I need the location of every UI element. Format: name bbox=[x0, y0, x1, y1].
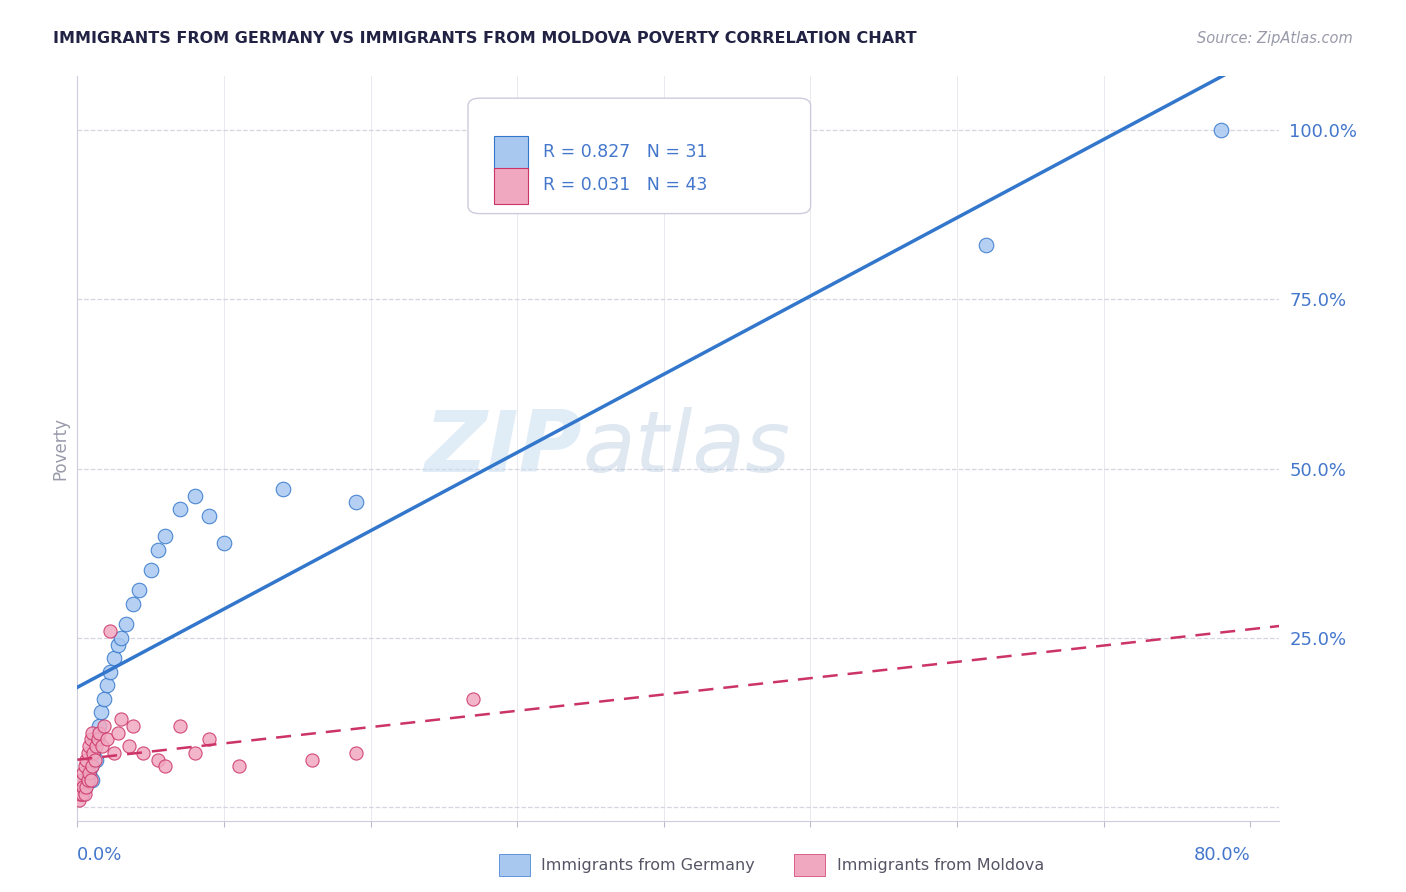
Point bbox=[183, 489, 205, 503]
Point bbox=[79, 759, 101, 773]
Point bbox=[271, 482, 294, 496]
Point bbox=[114, 617, 136, 632]
Point bbox=[76, 746, 98, 760]
Point bbox=[974, 238, 997, 252]
Point bbox=[67, 793, 90, 807]
Point bbox=[212, 536, 235, 550]
Point bbox=[228, 759, 250, 773]
Text: 0.0%: 0.0% bbox=[77, 846, 122, 863]
Point bbox=[70, 787, 93, 801]
Point bbox=[169, 502, 191, 516]
Point bbox=[93, 719, 115, 733]
Text: atlas: atlas bbox=[582, 407, 790, 490]
Point bbox=[86, 753, 108, 767]
Point bbox=[86, 739, 108, 753]
Point bbox=[117, 739, 139, 753]
Point bbox=[1209, 123, 1232, 137]
Point bbox=[70, 787, 93, 801]
Point bbox=[98, 665, 121, 679]
Point bbox=[69, 780, 91, 794]
Point bbox=[128, 583, 150, 598]
Point bbox=[82, 746, 104, 760]
Point bbox=[91, 739, 114, 753]
Point bbox=[110, 712, 132, 726]
Point bbox=[76, 772, 98, 787]
Text: Immigrants from Moldova: Immigrants from Moldova bbox=[837, 858, 1043, 872]
Point bbox=[82, 746, 104, 760]
FancyBboxPatch shape bbox=[468, 98, 811, 213]
Point bbox=[132, 746, 155, 760]
Point bbox=[77, 766, 100, 780]
Point bbox=[107, 638, 129, 652]
Point bbox=[301, 753, 323, 767]
Text: R = 0.827   N = 31: R = 0.827 N = 31 bbox=[543, 144, 707, 161]
Point bbox=[77, 739, 100, 753]
Point bbox=[122, 597, 145, 611]
Point bbox=[107, 725, 129, 739]
Point bbox=[103, 746, 125, 760]
Point bbox=[84, 753, 107, 767]
Point bbox=[79, 732, 101, 747]
Point bbox=[80, 759, 103, 773]
Point bbox=[72, 766, 94, 780]
Point bbox=[96, 678, 118, 692]
Point bbox=[344, 746, 367, 760]
Point bbox=[198, 732, 221, 747]
Text: Source: ZipAtlas.com: Source: ZipAtlas.com bbox=[1197, 31, 1353, 46]
Y-axis label: Poverty: Poverty bbox=[51, 417, 69, 480]
Point bbox=[69, 787, 91, 801]
Point bbox=[75, 780, 97, 794]
Point bbox=[73, 759, 96, 773]
Point bbox=[98, 624, 121, 638]
Point bbox=[84, 732, 107, 747]
Point bbox=[77, 766, 100, 780]
Point bbox=[80, 772, 103, 787]
Point bbox=[89, 725, 111, 739]
Point bbox=[146, 753, 169, 767]
Point bbox=[146, 542, 169, 557]
Point bbox=[155, 529, 177, 543]
Text: IMMIGRANTS FROM GERMANY VS IMMIGRANTS FROM MOLDOVA POVERTY CORRELATION CHART: IMMIGRANTS FROM GERMANY VS IMMIGRANTS FR… bbox=[53, 31, 917, 46]
Point bbox=[80, 725, 103, 739]
Point bbox=[90, 706, 112, 720]
Point bbox=[169, 719, 191, 733]
Point bbox=[93, 691, 115, 706]
Text: Immigrants from Germany: Immigrants from Germany bbox=[541, 858, 755, 872]
FancyBboxPatch shape bbox=[495, 136, 529, 172]
Point bbox=[183, 746, 205, 760]
Point bbox=[198, 508, 221, 523]
Point bbox=[89, 719, 111, 733]
Point bbox=[344, 495, 367, 509]
Point bbox=[155, 759, 177, 773]
Point bbox=[96, 732, 118, 747]
Point bbox=[122, 719, 145, 733]
Point bbox=[103, 651, 125, 665]
Point bbox=[87, 732, 110, 747]
Point bbox=[70, 772, 93, 787]
Point bbox=[463, 691, 485, 706]
Point bbox=[72, 780, 94, 794]
Text: R = 0.031   N = 43: R = 0.031 N = 43 bbox=[543, 176, 707, 194]
FancyBboxPatch shape bbox=[495, 169, 529, 204]
Text: ZIP: ZIP bbox=[425, 407, 582, 490]
Point bbox=[79, 772, 101, 787]
Point bbox=[139, 563, 162, 577]
Text: 80.0%: 80.0% bbox=[1194, 846, 1250, 863]
Point bbox=[110, 631, 132, 645]
Point bbox=[75, 753, 97, 767]
Point bbox=[76, 772, 98, 787]
Point bbox=[73, 780, 96, 794]
Point bbox=[73, 787, 96, 801]
